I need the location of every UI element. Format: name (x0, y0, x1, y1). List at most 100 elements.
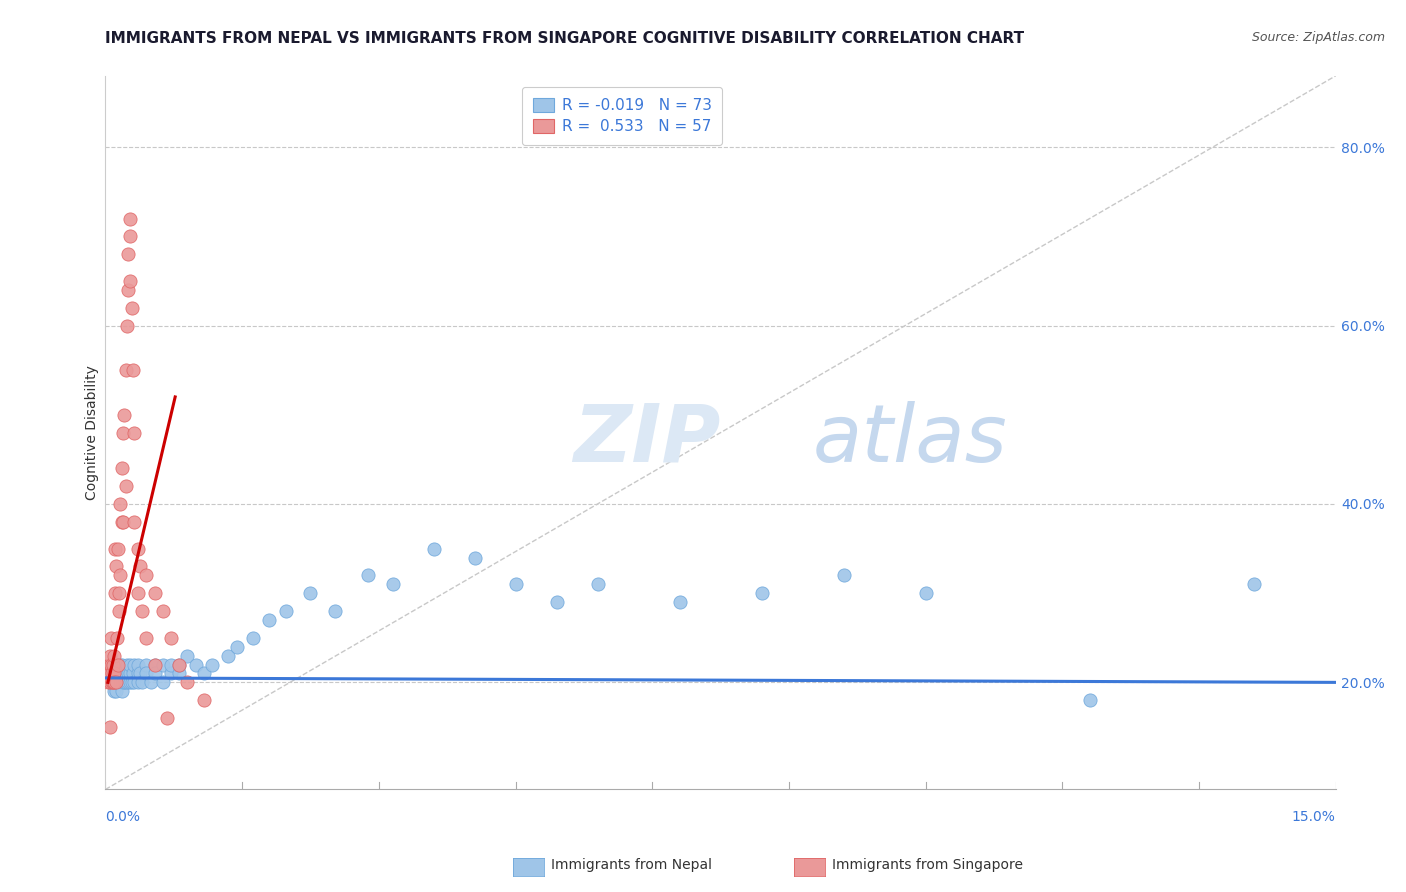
Point (121, 363, 143, 377)
Point (160, 666, 183, 681)
Point (218, 648, 240, 663)
Point (101, 657, 124, 672)
Point (111, 461, 134, 475)
Point (103, 675, 125, 690)
Point (129, 559, 152, 574)
Point (110, 568, 132, 582)
Point (115, 675, 138, 690)
Point (101, 657, 124, 672)
Point (101, 666, 124, 681)
Point (115, 479, 138, 493)
Point (111, 515, 134, 529)
Point (115, 318, 138, 333)
Point (505, 577, 527, 591)
Point (135, 568, 157, 582)
Point (122, 515, 145, 529)
Point (105, 657, 128, 672)
Point (111, 666, 134, 681)
Point (160, 631, 183, 645)
Point (112, 515, 135, 529)
Point (668, 595, 690, 609)
Point (120, 229, 141, 244)
Point (129, 666, 152, 681)
Point (104, 541, 127, 556)
Point (120, 274, 141, 288)
Point (111, 657, 134, 672)
Point (105, 559, 128, 574)
Text: 0.0%: 0.0% (105, 810, 141, 824)
Point (103, 666, 125, 681)
Point (225, 640, 247, 654)
Point (107, 675, 129, 690)
Point (259, 613, 281, 627)
Point (299, 586, 322, 600)
Point (121, 675, 143, 690)
Point (115, 666, 138, 681)
Text: Immigrants from Nepal: Immigrants from Nepal (551, 858, 713, 872)
Point (242, 631, 264, 645)
Point (586, 577, 609, 591)
Point (160, 657, 183, 672)
Point (135, 631, 157, 645)
Point (112, 666, 135, 681)
Point (121, 301, 143, 315)
Point (115, 657, 138, 672)
Point (169, 657, 191, 672)
Point (127, 586, 149, 600)
Point (101, 675, 124, 690)
Point (103, 666, 125, 681)
Point (98, 720, 121, 734)
Point (323, 604, 346, 618)
Text: atlas: atlas (813, 401, 1008, 479)
Point (107, 604, 129, 618)
Point (143, 586, 166, 600)
Point (184, 657, 207, 672)
Point (152, 675, 174, 690)
Point (110, 497, 132, 511)
Point (112, 425, 135, 440)
Point (1243, 577, 1265, 591)
Point (127, 666, 149, 681)
Legend: R = -0.019   N = 73, R =  0.533   N = 57: R = -0.019 N = 73, R = 0.533 N = 57 (522, 87, 723, 145)
Point (143, 666, 166, 681)
Point (112, 408, 135, 422)
Point (121, 666, 143, 681)
Point (122, 657, 145, 672)
Text: Source: ZipAtlas.com: Source: ZipAtlas.com (1251, 31, 1385, 45)
Point (107, 666, 129, 681)
Point (122, 425, 145, 440)
Point (131, 675, 153, 690)
Point (381, 577, 404, 591)
Point (105, 675, 128, 690)
Point (100, 657, 122, 672)
Point (139, 675, 162, 690)
Point (115, 363, 138, 377)
Point (201, 657, 224, 672)
Point (98, 675, 121, 690)
Point (112, 675, 135, 690)
Point (101, 675, 124, 690)
Point (107, 657, 129, 672)
Text: Immigrants from Singapore: Immigrants from Singapore (832, 858, 1024, 872)
Point (357, 568, 380, 582)
Point (103, 648, 125, 663)
Point (98, 648, 121, 663)
Point (97, 675, 120, 690)
Text: IMMIGRANTS FROM NEPAL VS IMMIGRANTS FROM SINGAPORE COGNITIVE DISABILITY CORRELAT: IMMIGRANTS FROM NEPAL VS IMMIGRANTS FROM… (105, 31, 1025, 46)
Text: ZIP: ZIP (574, 401, 720, 479)
Point (103, 684, 125, 698)
Y-axis label: Cognitive Disability: Cognitive Disability (84, 365, 98, 500)
Point (832, 568, 855, 582)
Point (107, 675, 129, 690)
Point (117, 666, 139, 681)
Point (127, 541, 149, 556)
Point (143, 657, 166, 672)
Point (110, 675, 132, 690)
Point (127, 675, 149, 690)
Point (120, 666, 141, 681)
Point (193, 666, 215, 681)
Point (546, 595, 568, 609)
Point (97, 657, 120, 672)
Point (127, 657, 149, 672)
Point (176, 675, 198, 690)
